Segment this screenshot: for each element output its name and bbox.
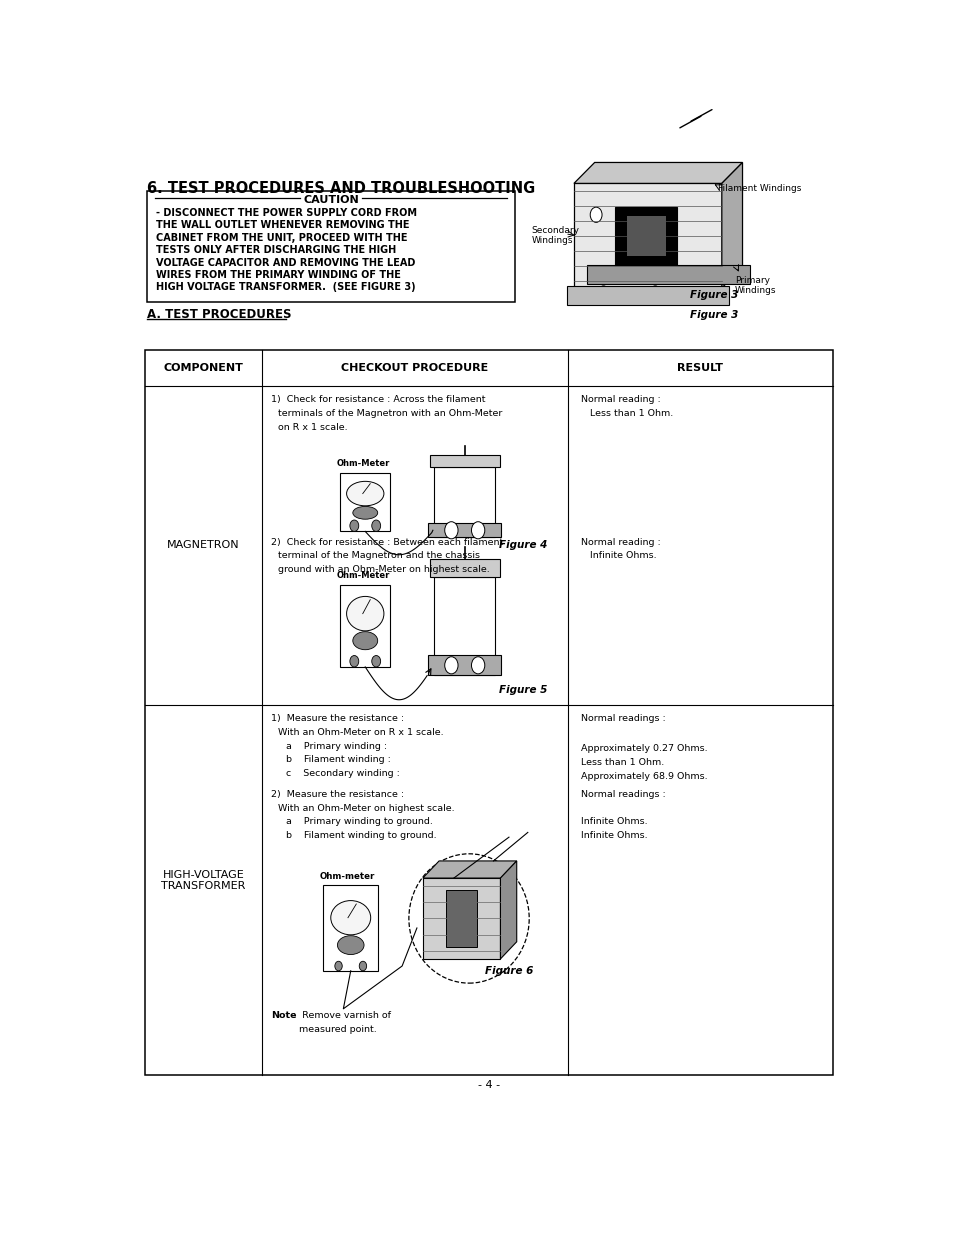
Bar <box>340 473 390 531</box>
Circle shape <box>372 656 380 667</box>
Circle shape <box>471 657 484 674</box>
Text: 6. TEST PROCEDURES AND TROUBLESHOOTING: 6. TEST PROCEDURES AND TROUBLESHOOTING <box>147 182 535 196</box>
Bar <box>323 885 378 971</box>
Circle shape <box>649 272 659 285</box>
Text: RESULT: RESULT <box>677 363 722 373</box>
Text: Ohm-Meter: Ohm-Meter <box>336 459 390 468</box>
Text: Figure 3: Figure 3 <box>690 290 738 300</box>
Text: Infinite Ohms.: Infinite Ohms. <box>580 831 647 840</box>
Text: c    Secondary winding :: c Secondary winding : <box>285 769 399 778</box>
Text: Normal reading :: Normal reading : <box>580 395 660 404</box>
Text: Figure 3: Figure 3 <box>690 310 738 320</box>
Circle shape <box>590 207 601 222</box>
Bar <box>422 878 500 958</box>
Bar <box>615 207 677 266</box>
Text: Ohm-Meter: Ohm-Meter <box>336 571 390 580</box>
Text: terminal of the Magnetron and the chassis: terminal of the Magnetron and the chassi… <box>278 551 479 561</box>
Text: Approximately 68.9 Ohms.: Approximately 68.9 Ohms. <box>580 772 707 781</box>
Bar <box>446 890 476 947</box>
Text: b    Filament winding :: b Filament winding : <box>285 756 390 764</box>
Text: Secondary
Windings: Secondary Windings <box>531 226 579 246</box>
Text: 2)  Measure the resistance :: 2) Measure the resistance : <box>271 790 403 799</box>
Text: :  Remove varnish of: : Remove varnish of <box>290 1010 391 1020</box>
Text: Note: Note <box>271 1010 296 1020</box>
Circle shape <box>598 272 608 285</box>
Circle shape <box>335 961 342 971</box>
Bar <box>428 524 500 537</box>
Bar <box>566 287 728 305</box>
Text: Figure 5: Figure 5 <box>498 685 547 695</box>
Circle shape <box>359 961 366 971</box>
Text: A. TEST PROCEDURES: A. TEST PROCEDURES <box>147 308 292 321</box>
Circle shape <box>471 521 484 538</box>
Bar <box>428 656 500 676</box>
Bar <box>145 350 832 1076</box>
Bar <box>434 467 495 537</box>
Circle shape <box>372 520 380 531</box>
Text: Figure 6: Figure 6 <box>485 967 533 977</box>
Text: a    Primary winding to ground.: a Primary winding to ground. <box>285 818 432 826</box>
Text: VOLTAGE CAPACITOR AND REMOVING THE LEAD: VOLTAGE CAPACITOR AND REMOVING THE LEAD <box>156 258 416 268</box>
Text: Approximately 0.27 Ohms.: Approximately 0.27 Ohms. <box>580 745 707 753</box>
Ellipse shape <box>346 482 383 506</box>
Circle shape <box>444 521 457 538</box>
Ellipse shape <box>346 597 383 631</box>
Bar <box>434 577 495 676</box>
Text: CABINET FROM THE UNIT, PROCEED WITH THE: CABINET FROM THE UNIT, PROCEED WITH THE <box>156 233 407 243</box>
Circle shape <box>350 656 358 667</box>
Text: terminals of the Magnetron with an Ohm-Meter: terminals of the Magnetron with an Ohm-M… <box>278 409 502 419</box>
Text: With an Ohm-Meter on highest scale.: With an Ohm-Meter on highest scale. <box>278 804 455 813</box>
Text: Normal readings :: Normal readings : <box>580 714 665 722</box>
Ellipse shape <box>331 900 371 935</box>
Text: TESTS ONLY AFTER DISCHARGING THE HIGH: TESTS ONLY AFTER DISCHARGING THE HIGH <box>156 246 396 256</box>
Text: measured point.: measured point. <box>298 1025 376 1034</box>
Bar <box>430 454 499 467</box>
Text: HIGH VOLTAGE TRANSFORMER.  (SEE FIGURE 3): HIGH VOLTAGE TRANSFORMER. (SEE FIGURE 3) <box>156 283 416 293</box>
Text: Infinite Ohms.: Infinite Ohms. <box>580 818 647 826</box>
Ellipse shape <box>337 936 364 955</box>
Text: Ohm-meter: Ohm-meter <box>319 872 375 882</box>
Text: 1)  Check for resistance : Across the filament: 1) Check for resistance : Across the fil… <box>271 395 485 404</box>
Polygon shape <box>721 163 741 288</box>
Text: Filament Windings: Filament Windings <box>718 184 801 194</box>
Bar <box>340 585 390 667</box>
Text: COMPONENT: COMPONENT <box>164 363 243 373</box>
Text: Less than 1 Ohm.: Less than 1 Ohm. <box>590 409 673 419</box>
Polygon shape <box>574 163 741 183</box>
Ellipse shape <box>353 506 377 519</box>
Text: - 4 -: - 4 - <box>477 1079 499 1089</box>
Bar <box>574 183 721 288</box>
Ellipse shape <box>353 631 377 650</box>
Polygon shape <box>500 861 517 958</box>
Text: 1)  Measure the resistance :: 1) Measure the resistance : <box>271 714 403 722</box>
Text: a    Primary winding :: a Primary winding : <box>285 741 386 751</box>
Text: Normal readings :: Normal readings : <box>580 790 665 799</box>
Text: HIGH-VOLTAGE
TRANSFORMER: HIGH-VOLTAGE TRANSFORMER <box>161 869 246 892</box>
Bar <box>587 266 749 284</box>
Text: b    Filament winding to ground.: b Filament winding to ground. <box>285 831 436 840</box>
Text: With an Ohm-Meter on R x 1 scale.: With an Ohm-Meter on R x 1 scale. <box>278 727 443 737</box>
Text: Primary
Windings: Primary Windings <box>735 275 776 295</box>
Text: CAUTION: CAUTION <box>303 195 358 205</box>
Text: Less than 1 Ohm.: Less than 1 Ohm. <box>580 758 664 767</box>
Text: - DISCONNECT THE POWER SUPPLY CORD FROM: - DISCONNECT THE POWER SUPPLY CORD FROM <box>156 209 416 219</box>
Bar <box>430 559 499 577</box>
Text: WIRES FROM THE PRIMARY WINDING OF THE: WIRES FROM THE PRIMARY WINDING OF THE <box>156 270 400 280</box>
Polygon shape <box>422 861 517 878</box>
Bar <box>147 191 515 303</box>
Text: THE WALL OUTLET WHENEVER REMOVING THE: THE WALL OUTLET WHENEVER REMOVING THE <box>156 221 409 231</box>
Text: 2)  Check for resistance : Between each filament: 2) Check for resistance : Between each f… <box>271 537 502 547</box>
Text: ground with an Ohm-Meter on highest scale.: ground with an Ohm-Meter on highest scal… <box>278 566 490 574</box>
Text: on R x 1 scale.: on R x 1 scale. <box>278 424 348 432</box>
Text: Figure 4: Figure 4 <box>498 540 547 550</box>
Text: Normal reading :: Normal reading : <box>580 537 660 547</box>
Bar <box>626 216 665 257</box>
Text: CHECKOUT PROCEDURE: CHECKOUT PROCEDURE <box>341 363 488 373</box>
Circle shape <box>444 657 457 674</box>
Circle shape <box>350 520 358 531</box>
Text: Infinite Ohms.: Infinite Ohms. <box>590 551 656 561</box>
Text: MAGNETRON: MAGNETRON <box>167 540 239 551</box>
